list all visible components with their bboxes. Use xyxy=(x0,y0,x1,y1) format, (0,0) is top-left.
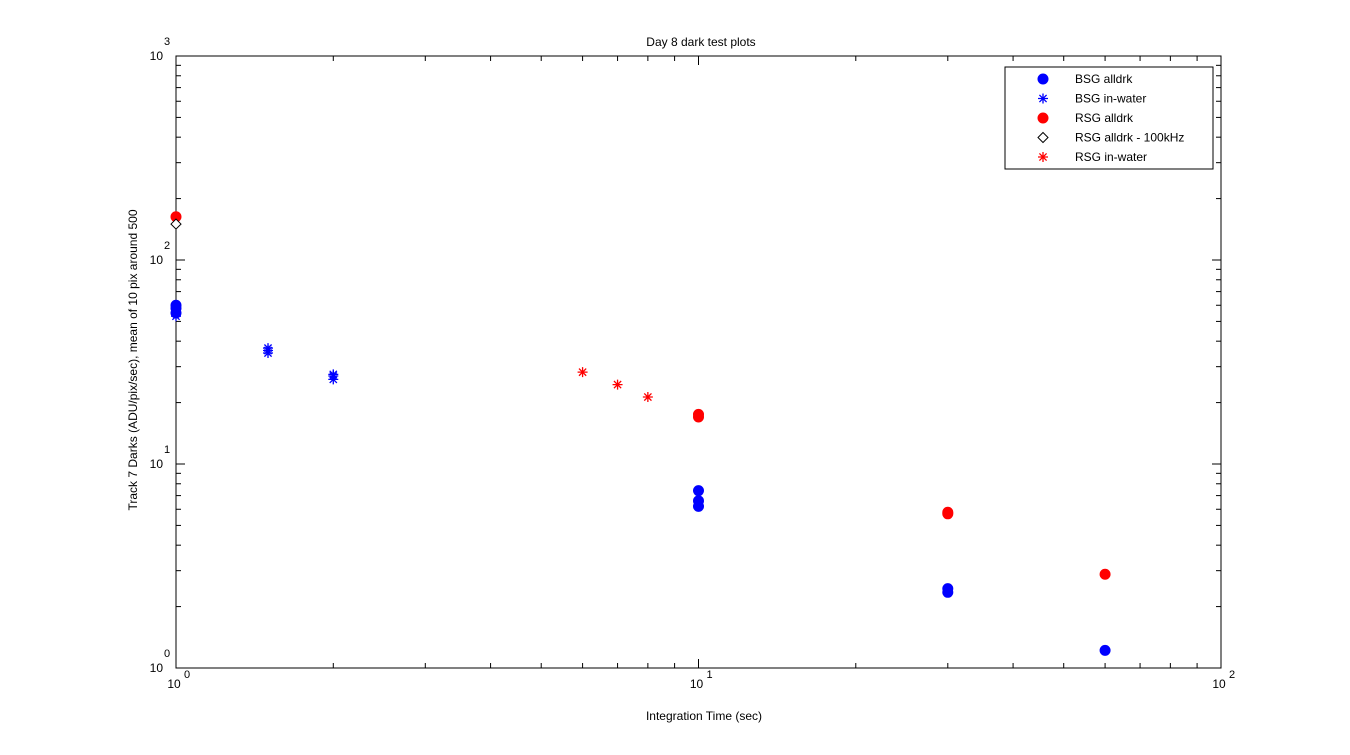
data-point-circle xyxy=(1099,568,1111,580)
x-tick-label: 10 xyxy=(167,677,181,691)
legend-entry-label: BSG alldrk xyxy=(1075,72,1133,86)
legend-marker-asterisk xyxy=(1038,93,1048,104)
data-point-circle xyxy=(170,299,182,311)
legend-marker-asterisk xyxy=(1038,152,1048,162)
x-tick-label-exponent: 0 xyxy=(184,669,190,681)
y-tick-label: 10 xyxy=(150,661,164,675)
y-tick-label: 10 xyxy=(150,49,164,63)
legend-entry-label: RSG alldrk xyxy=(1075,111,1134,125)
data-point-circle xyxy=(942,508,954,520)
legend: BSG alldrk BSG in-water RSG alldrk RSG alld… xyxy=(1004,66,1214,170)
axis-ticks xyxy=(175,55,1222,669)
data-point-asterisk xyxy=(577,367,588,378)
data-marks xyxy=(170,211,1111,656)
legend-entry-label: RSG in-water xyxy=(1075,150,1147,164)
y-tick-label: 10 xyxy=(150,253,164,267)
data-point-circle xyxy=(693,411,704,423)
chart-title: Day 8 dark test plots xyxy=(646,35,755,49)
data-point-circle xyxy=(693,485,704,497)
y-tick-label: 10 xyxy=(150,457,164,471)
x-tick-label-exponent: 1 xyxy=(707,669,713,681)
x-tick-label-exponent: 2 xyxy=(1229,669,1235,681)
legend-marker-circle xyxy=(1037,112,1049,124)
legend-marker-circle xyxy=(1037,73,1049,85)
legend-entry-label: BSG in-water xyxy=(1075,92,1146,106)
legend-entry-label: RSG alldrk - 100kHz xyxy=(1075,131,1184,145)
data-point-asterisk xyxy=(171,311,181,322)
legend-entries: BSG alldrk BSG in-water RSG alldrk RSG alld… xyxy=(1037,72,1184,164)
y-tick-label-exponent: 0 xyxy=(164,648,170,660)
data-point-asterisk xyxy=(612,379,623,390)
data-point-diamond xyxy=(170,218,182,230)
y-tick-label-exponent: 1 xyxy=(164,444,170,456)
y-axis-label: Track 7 Darks (ADU/pix/sec), mean of 10 … xyxy=(126,209,140,510)
data-point-asterisk xyxy=(642,392,653,403)
data-point-asterisk xyxy=(328,369,339,380)
y-tick-label-exponent: 2 xyxy=(164,240,170,252)
data-point-circle xyxy=(1099,644,1111,656)
x-axis-label: Integration Time (sec) xyxy=(646,709,762,723)
data-point-circle xyxy=(942,586,954,598)
x-tick-label: 10 xyxy=(690,677,704,691)
data-point-circle xyxy=(693,500,704,512)
legend-marker-diamond xyxy=(1037,131,1049,144)
y-tick-label-exponent: 3 xyxy=(164,36,170,48)
x-tick-label: 10 xyxy=(1212,677,1226,691)
data-point-asterisk xyxy=(263,343,274,354)
